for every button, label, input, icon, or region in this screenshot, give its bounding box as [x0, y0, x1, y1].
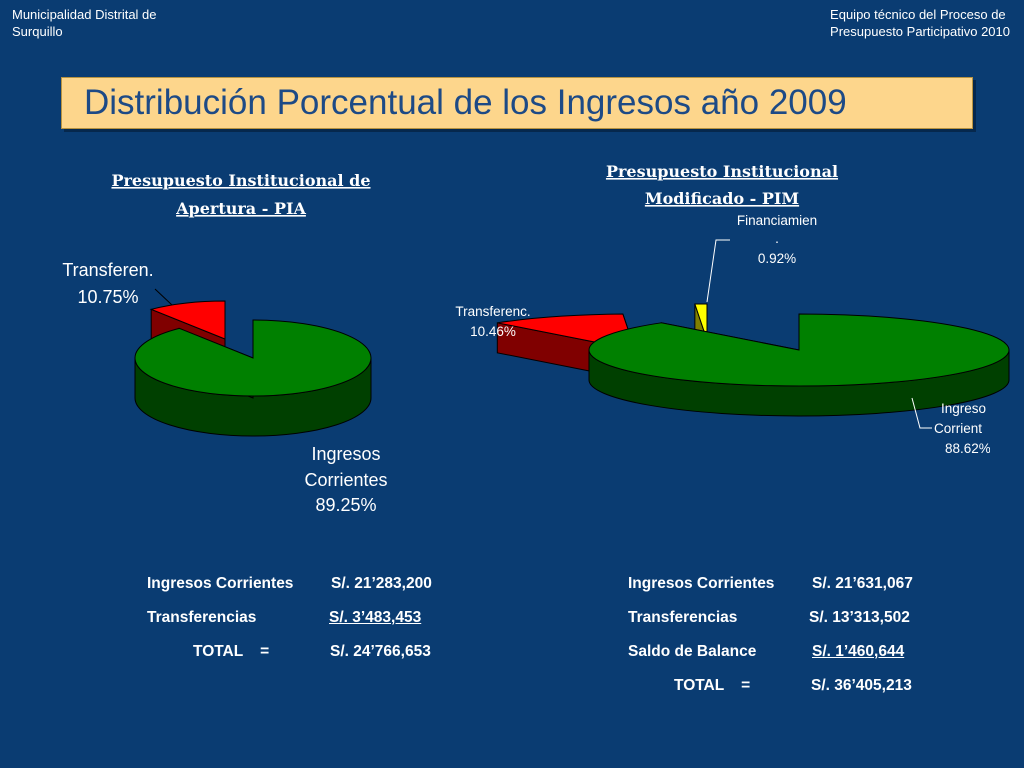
summary-right-label-total: TOTAL =: [674, 677, 751, 694]
chart2-label-ingresos: Ingreso: [941, 401, 986, 416]
summary-left-label-ingresos: Ingresos Corrientes: [147, 575, 294, 592]
chart1-label-ingresos-2: Corrientes: [304, 470, 387, 490]
chart1-leader-transfer: [154, 288, 173, 306]
summary-right-amount-saldo: S/. 1’460,644: [812, 643, 905, 660]
header-left-line2: Surquillo: [12, 24, 63, 39]
chart1-pie: [134, 300, 372, 437]
chart1-label-transfer: Transferen.: [62, 260, 153, 280]
summary-right-amount-total: S/. 36’405,213: [811, 677, 912, 694]
page-title: Distribución Porcentual de los Ingresos …: [84, 83, 847, 122]
summary-right-row-ingresos: Ingresos Corrientes S/. 21’631,067: [628, 575, 913, 593]
summary-left-label-transfer: Transferencias: [147, 609, 257, 626]
header-right-line1: Equipo técnico del Proceso de: [830, 7, 1006, 22]
summary-left-amount-transfer: S/. 3’483,453: [329, 609, 422, 626]
summary-left-label-total: TOTAL =: [193, 643, 270, 660]
header-right-line2: Presupuesto Participativo 2010: [830, 24, 1010, 39]
chart2-title-line1: Presupuesto Institucional: [606, 162, 838, 181]
summary-left-row-total: TOTAL = S/. 24’766,653: [193, 643, 431, 661]
chart1-title-line2: Apertura - PIA: [175, 199, 306, 218]
summary-right-row-transfer: Transferencias S/. 13’313,502: [628, 609, 910, 627]
chart2-title-line2: Modificado - PIM: [645, 189, 799, 208]
chart2-leader-ingresos: [911, 397, 932, 429]
header-right: Equipo técnico del Proceso de Presupuest…: [830, 6, 1010, 40]
chart2-label-ingresos-2: Corrient: [934, 421, 982, 436]
title-banner: Distribución Porcentual de los Ingresos …: [61, 77, 973, 129]
chart2-label-financ-2: .: [775, 231, 779, 246]
chart1-label-ingresos: Ingresos: [311, 444, 380, 464]
chart2-label-financ-pct: 0.92%: [758, 251, 796, 266]
summary-right-label-transfer: Transferencias: [628, 609, 738, 626]
summary-right-row-saldo: Saldo de Balance S/. 1’460,644: [628, 643, 904, 661]
chart2-slice-ingresos-corrientes: [588, 313, 1010, 417]
summary-left-amount-total: S/. 24’766,653: [330, 643, 431, 660]
chart2-label-financ: Financiamien: [737, 213, 817, 228]
header-left-line1: Municipalidad Distrital de: [12, 7, 157, 22]
summary-left-row-ingresos: Ingresos Corrientes S/. 21’283,200: [147, 575, 432, 593]
chart1-label-ingresos-pct: 89.25%: [315, 495, 376, 515]
chart1-slice-ingresos-corrientes: [134, 319, 372, 437]
summary-right-amount-ingresos: S/. 21’631,067: [812, 575, 913, 592]
summary-right-amount-transfer: S/. 13’313,502: [809, 609, 910, 626]
header-left: Municipalidad Distrital de Surquillo: [12, 6, 157, 40]
chart2-ingresos-label-clip: Ingreso Corrient 88.62%: [934, 401, 991, 456]
summary-left-amount-ingresos: S/. 21’283,200: [331, 575, 432, 592]
chart2-label-transfer-pct: 10.46%: [470, 324, 516, 339]
chart2-label-transfer: Transferenc.: [455, 304, 530, 319]
summary-right-label-saldo: Saldo de Balance: [628, 643, 757, 660]
chart1-title-line1: Presupuesto Institucional de: [111, 171, 370, 190]
chart2-pie: [496, 303, 1010, 417]
summary-right-label-ingresos: Ingresos Corrientes: [628, 575, 775, 592]
chart2-leader-financ: [706, 239, 730, 303]
chart1-label-transfer-pct: 10.75%: [77, 287, 138, 307]
summary-right-row-total: TOTAL = S/. 36’405,213: [674, 677, 912, 695]
chart2-label-ingresos-pct: 88.62%: [945, 441, 991, 456]
summary-left-row-transfer: Transferencias S/. 3’483,453: [147, 609, 421, 627]
